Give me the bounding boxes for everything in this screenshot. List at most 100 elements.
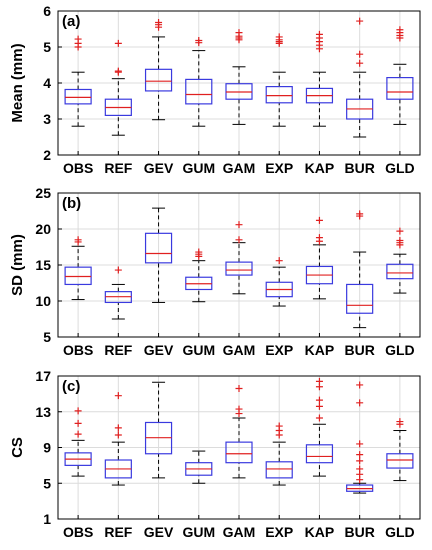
box-gev [144,19,173,121]
y-tick-label: 4 [43,75,51,91]
iqr-box [265,85,293,104]
iqr-box [225,441,253,464]
outlier-marker [315,216,323,224]
y-axis-label: SD (mm) [9,234,26,296]
x-tick-label: REF [104,160,132,176]
y-tick-label: 17 [35,368,51,384]
outlier-marker [356,17,364,25]
box-exp [265,422,293,486]
iqr-box [144,232,173,264]
outlier-marker [235,236,243,244]
outlier-marker [74,430,82,438]
box-bur [346,17,374,138]
outlier-marker [114,392,122,400]
box-exp [265,33,293,127]
plot-frame [57,10,421,156]
x-tick-label: EXP [265,524,293,540]
x-tick-label: EXP [265,160,293,176]
y-tick-label: 15 [35,257,51,273]
y-tick-label: 2 [43,147,51,163]
y-tick-label: 5 [43,475,51,491]
outlier-marker [155,19,163,27]
box-kap [305,30,334,127]
box-kap [305,216,334,300]
outlier-marker [114,67,122,75]
outlier-marker [315,402,323,410]
y-tick-label: 1 [43,511,51,527]
y-tick-label: 13 [35,404,51,420]
x-tick-label: GUM [182,160,215,176]
y-axis-label: CS [9,437,26,458]
box-gum [185,248,213,303]
iqr-box [305,444,334,464]
box-ref [104,266,132,320]
iqr-box [64,266,92,286]
y-tick-label: 10 [35,293,51,309]
box-gam [225,221,253,295]
outlier-marker [74,236,82,244]
x-tick-label: KAP [305,342,335,358]
iqr-box [386,263,414,280]
outlier-marker [315,234,323,242]
x-tick-label: OBS [63,160,93,176]
outlier-marker [356,457,364,465]
outlier-marker [356,381,364,389]
box-gld [386,227,414,294]
outlier-marker [356,451,364,459]
outlier-marker [114,266,122,274]
box-ref [104,39,132,136]
outlier-marker [275,257,283,265]
y-tick-label: 6 [43,3,51,19]
outlier-marker [315,414,323,422]
iqr-box [386,453,414,469]
outlier-marker [235,29,243,37]
x-tick-label: GEV [144,342,174,358]
x-tick-label: GAM [223,160,256,176]
outlier-marker [356,59,364,67]
x-tick-label: OBS [63,524,93,540]
x-tick-label: GAM [223,342,256,358]
outlier-marker [356,210,364,218]
outlier-marker [396,237,404,245]
outlier-marker [396,26,404,34]
box-ref [104,392,132,486]
outlier-marker [315,377,323,385]
iqr-box [265,461,293,479]
outlier-marker [356,465,364,473]
y-tick-label: 5 [43,329,51,345]
x-tick-label: REF [104,342,132,358]
x-tick-label: BUR [344,524,374,540]
y-tick-label: 9 [43,440,51,456]
x-tick-label: GAM [223,524,256,540]
box-bur [346,381,374,494]
box-gum [185,450,213,484]
box-gld [386,418,414,482]
x-tick-label: KAP [305,160,335,176]
iqr-box [144,68,173,92]
outlier-marker [74,419,82,427]
outlier-marker [235,405,243,413]
outlier-marker [396,418,404,426]
iqr-box [64,88,92,105]
box-gam [225,385,253,479]
box-gev [144,207,173,303]
panel-label: (a) [62,13,80,30]
x-tick-label: GEV [144,160,174,176]
plot-frame [57,375,421,520]
outlier-marker [315,30,323,38]
panel-label: (b) [62,195,81,212]
box-bur [346,210,374,329]
panel-label: (c) [62,378,80,395]
outlier-marker [114,431,122,439]
y-tick-label: 3 [43,111,51,127]
outlier-marker [356,50,364,58]
x-tick-label: EXP [265,342,293,358]
x-tick-label: KAP [305,524,335,540]
outlier-marker [235,221,243,229]
iqr-box [225,261,253,276]
outlier-marker [235,385,243,393]
outlier-marker [315,396,323,404]
panel-a: 2 3 4 5 6 OBS REF GEV GUM GAM EXP KAP BUR GLD (a) Mean … [9,3,421,176]
outlier-marker [74,407,82,415]
